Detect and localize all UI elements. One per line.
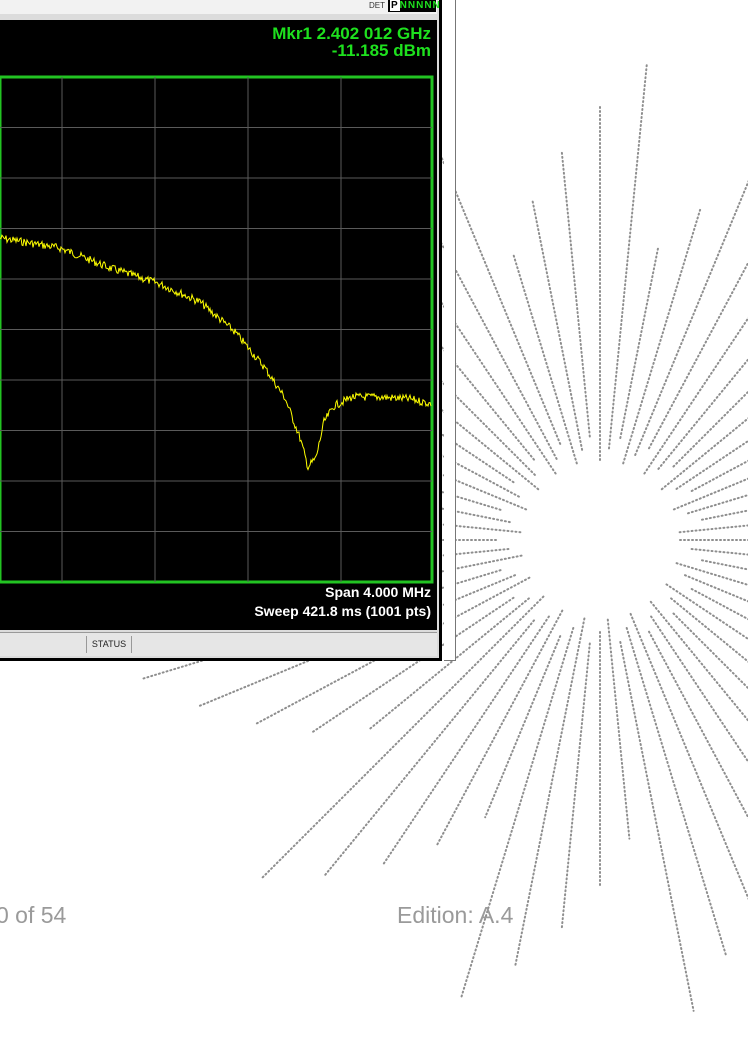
marker-frequency: Mkr1 2.402 012 GHz [272, 24, 431, 43]
detector-flags: PNNNNN [390, 0, 441, 11]
dotted-ray [657, 358, 748, 470]
dotted-ray [622, 208, 702, 465]
status-label[interactable]: STATUS [86, 636, 132, 653]
dotted-ray [648, 261, 748, 450]
dotted-ray [511, 251, 578, 465]
analyzer-screenshot: DET PNNNNN Mkr1 2.402 012 GHz -11.185 dB… [0, 0, 442, 661]
dotted-ray [648, 630, 748, 820]
status-bar: STATUS [0, 632, 437, 656]
dotted-ray [665, 583, 748, 641]
dotted-ray [672, 612, 748, 690]
dotted-ray [650, 615, 748, 764]
dotted-ray [259, 595, 545, 881]
dotted-ray [687, 494, 748, 515]
dotted-ray [484, 635, 562, 819]
dotted-ray [625, 627, 728, 958]
marker-amplitude: -11.185 dBm [331, 41, 431, 60]
dotted-ray [701, 509, 748, 521]
dotted-ray [560, 642, 591, 930]
dotted-ray [690, 459, 748, 492]
dotted-ray [678, 524, 748, 534]
dotted-ray [514, 617, 586, 968]
dotted-ray [660, 417, 748, 491]
dotted-ray [382, 615, 550, 866]
span-readout: Span 4.000 MHz [325, 584, 431, 600]
dotted-ray [606, 618, 631, 840]
detector-flag-active: P [390, 0, 400, 11]
dotted-ray [382, 214, 557, 475]
dotted-ray [672, 477, 748, 511]
detector-flags-box [388, 0, 436, 12]
spectrum-display: Mkr1 2.402 012 GHz -11.185 dBm Span 4.00… [0, 20, 437, 630]
dotted-ray [634, 179, 748, 456]
sweep-readout: Sweep 421.8 ms (1001 pts) [254, 603, 431, 619]
spectrum-trace [0, 234, 432, 471]
dotted-ray [619, 244, 660, 439]
dotted-ray [255, 576, 531, 725]
dotted-ray [560, 150, 591, 438]
dotted-ray [619, 641, 695, 1012]
dotted-ray [672, 390, 748, 468]
detector-label: DET [369, 1, 385, 10]
page-number: 0 of 54 [0, 902, 67, 928]
dotted-ray [608, 61, 648, 450]
detector-flags-rest: NNNNN [399, 0, 441, 11]
dotted-ray [312, 596, 515, 733]
detector-strip: DET PNNNNN [0, 0, 440, 14]
dotted-ray [690, 588, 748, 621]
dotted-ray [684, 574, 748, 603]
dotted-ray [531, 200, 584, 451]
graticule [0, 75, 434, 584]
edition-label: Edition: A.4 [397, 902, 514, 928]
dotted-ray [629, 612, 748, 901]
dotted-ray [670, 597, 748, 663]
dotted-ray [436, 609, 564, 846]
dotted-ray [675, 562, 748, 586]
dotted-ray [367, 597, 530, 732]
dotted-ray [675, 439, 748, 490]
dotted-ray [323, 619, 535, 878]
screenshot-frame-outline [444, 0, 456, 661]
dotted-ray [459, 627, 575, 1001]
dotted-ray [701, 559, 748, 571]
